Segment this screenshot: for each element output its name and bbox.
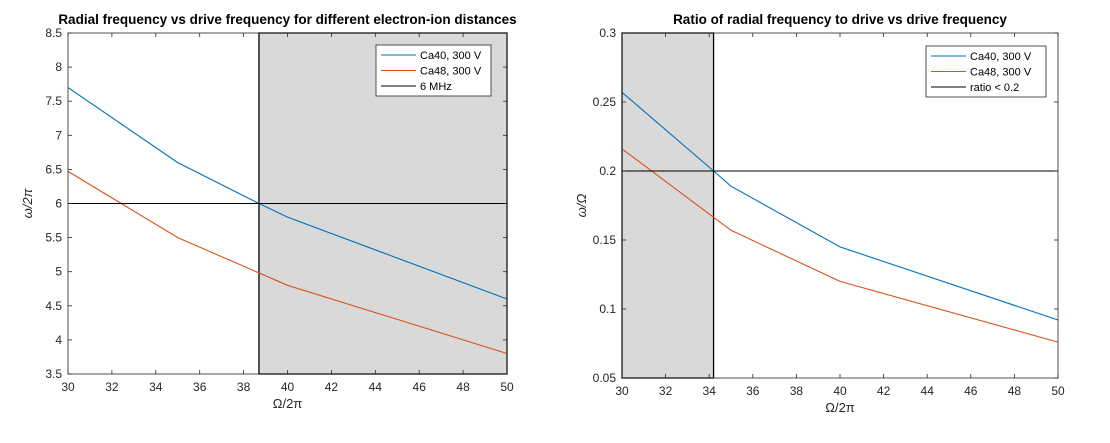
legend-entry-2: Ca48, 300 V xyxy=(420,66,482,78)
x-tick-label: 38 xyxy=(790,384,804,398)
x-tick-label: 30 xyxy=(615,384,629,398)
y-tick-label: 6.5 xyxy=(45,162,62,176)
y-axis-label: ω/2π xyxy=(20,188,35,218)
x-tick-label: 50 xyxy=(500,380,514,394)
x-tick-label: 36 xyxy=(193,380,207,394)
x-tick-label: 32 xyxy=(105,380,119,394)
legend-entry-2: Ca48, 300 V xyxy=(970,67,1032,79)
x-tick-label: 50 xyxy=(1051,384,1065,398)
x-tick-label: 34 xyxy=(149,380,163,394)
y-tick-label: 8.5 xyxy=(45,26,62,40)
y-tick-label: 0.25 xyxy=(593,95,617,109)
y-axis-label: ω/Ω xyxy=(574,194,589,218)
y-tick-label: 0.1 xyxy=(599,302,616,316)
y-tick-label: 8 xyxy=(55,60,62,74)
x-tick-label: 48 xyxy=(1008,384,1022,398)
x-axis-label: Ω/2π xyxy=(825,400,855,415)
x-tick-label: 34 xyxy=(703,384,717,398)
x-tick-label: 32 xyxy=(659,384,673,398)
x-tick-label: 48 xyxy=(456,380,470,394)
legend: Ca40, 300 V Ca48, 300 V ratio < 0.2 xyxy=(925,45,1047,98)
y-tick-label: 7.5 xyxy=(45,94,62,108)
y-tick-label: 0.3 xyxy=(599,26,616,40)
y-tick-label: 5.5 xyxy=(45,231,62,245)
y-tick-label: 3.5 xyxy=(45,367,62,381)
y-tick-label: 7 xyxy=(55,128,62,142)
x-tick-label: 46 xyxy=(964,384,978,398)
series-line-2 xyxy=(67,170,508,355)
x-tick-label: 44 xyxy=(369,380,383,394)
shaded-region xyxy=(621,32,715,379)
y-tick-label: 4.5 xyxy=(45,299,62,313)
x-axis-label: Ω/2π xyxy=(273,396,303,411)
legend-entry-3: 6 MHz xyxy=(420,81,452,93)
series-line-1 xyxy=(621,91,1059,321)
legend-entry-3: ratio < 0.2 xyxy=(970,82,1019,94)
x-tick-label: 30 xyxy=(61,380,75,394)
x-tick-label: 46 xyxy=(413,380,427,394)
legend-entry-1: Ca40, 300 V xyxy=(420,50,482,62)
x-tick-label: 40 xyxy=(833,384,847,398)
chart-1: 30 32 34 36 38 40 42 44 46 48 50 3.5 4 4.5 5 5.5 6 6.5 7 7.… xyxy=(20,12,517,411)
y-tick-label: 0.2 xyxy=(599,164,616,178)
x-tick-label: 42 xyxy=(877,384,891,398)
y-tick-label: 0.15 xyxy=(593,233,617,247)
y-tick-label: 6 xyxy=(55,197,62,211)
x-tick-label: 36 xyxy=(746,384,760,398)
y-tick-label: 0.05 xyxy=(593,371,617,385)
x-tick-label: 42 xyxy=(325,380,339,394)
y-tick-label: 5 xyxy=(55,265,62,279)
x-tick-label: 40 xyxy=(281,380,295,394)
x-tick-label: 38 xyxy=(237,380,251,394)
x-tick-label: 44 xyxy=(921,384,935,398)
chart-title: Ratio of radial frequency to drive vs dr… xyxy=(673,12,1007,27)
chart-2: 30 32 34 36 38 40 42 44 46 48 50 0.05 0.1 0.15 0.2 0.25… xyxy=(574,12,1065,415)
legend-entry-1: Ca40, 300 V xyxy=(970,51,1032,63)
chart-title: Radial frequency vs drive frequency for … xyxy=(58,12,516,27)
series-line-2 xyxy=(621,148,1059,343)
legend: Ca40, 300 V Ca48, 300 V 6 MHz xyxy=(375,44,492,97)
y-tick-label: 4 xyxy=(55,333,62,347)
